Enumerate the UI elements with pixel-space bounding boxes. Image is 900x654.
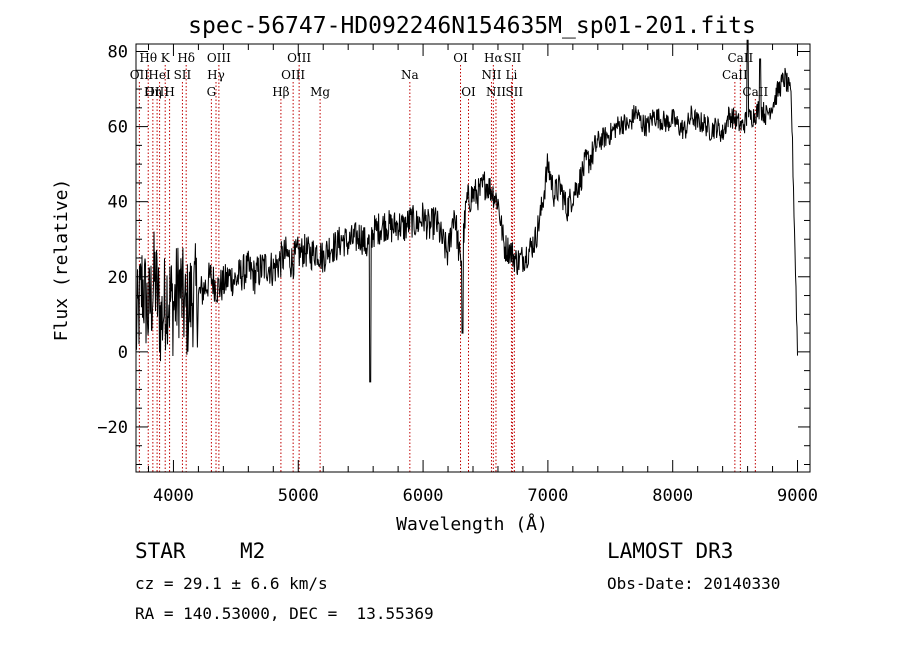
x-axis-label: Wavelength (Å) bbox=[396, 513, 548, 535]
spectral-line-label: SII bbox=[174, 68, 192, 82]
spectral-line-label: CaII bbox=[722, 68, 748, 82]
redshift-text: cz = 29.1 ± 6.6 km/s bbox=[135, 574, 328, 593]
spectral-line-label: K bbox=[161, 51, 171, 65]
x-tick-label: 7000 bbox=[527, 486, 568, 506]
series-layer bbox=[135, 39, 798, 383]
x-tick-label: 5000 bbox=[278, 486, 319, 506]
y-tick-label: 20 bbox=[108, 268, 128, 288]
spectral-line-label: Hθ bbox=[139, 51, 157, 65]
y-tick-label: 0 bbox=[118, 343, 128, 363]
spectral-line-label: SII bbox=[504, 51, 522, 65]
spectral-line-label: H bbox=[164, 85, 174, 99]
spectral-line-label: HeI bbox=[148, 68, 171, 82]
x-tick-label: 4000 bbox=[153, 486, 194, 506]
coordinates-text: RA = 140.53000, DEC = 13.55369 bbox=[135, 604, 434, 623]
y-tick-label: 60 bbox=[108, 118, 128, 138]
x-tick-label: 6000 bbox=[403, 486, 444, 506]
spectral-line-label: CaII bbox=[727, 51, 753, 65]
obs-date-text: Obs-Date: 20140330 bbox=[607, 574, 781, 593]
spectral-line-label: Hδ bbox=[177, 51, 195, 65]
spectral-line-label: OI bbox=[461, 85, 476, 99]
spectral-line-label: Mg bbox=[310, 85, 330, 99]
spectral-line-label: OIII bbox=[145, 85, 169, 99]
spectral-line-label: Hη bbox=[144, 85, 162, 99]
spectral-line-label: G bbox=[207, 85, 217, 99]
spectral-line-label: OIII bbox=[207, 51, 231, 65]
y-tick-label: 80 bbox=[108, 43, 128, 63]
spectral-line-label: NII bbox=[486, 85, 506, 99]
spectral-line-label: Hγ bbox=[207, 68, 225, 82]
y-tick-label: −20 bbox=[97, 418, 128, 438]
x-tick-label: 8000 bbox=[652, 486, 693, 506]
spectral-line-label: Hβ bbox=[272, 85, 289, 99]
spectral-line-label: Li bbox=[506, 68, 518, 82]
chart-title: spec-56747-HD092246N154635M_sp01-201.fit… bbox=[188, 13, 756, 39]
survey-name: LAMOST DR3 bbox=[607, 539, 734, 563]
x-tick-label: 9000 bbox=[777, 486, 818, 506]
spectral-line-label: NII bbox=[481, 68, 501, 82]
spectral-line-label: OI bbox=[453, 51, 468, 65]
spectral-line-label: OII bbox=[130, 68, 150, 82]
spectral-line-label: Hα bbox=[484, 51, 503, 65]
spectral-line-label: Na bbox=[401, 68, 419, 82]
plot-frame bbox=[135, 43, 811, 473]
spectral-line-label: OIII bbox=[281, 68, 305, 82]
spectrum-series-line bbox=[135, 39, 798, 383]
object-class: STAR bbox=[135, 539, 186, 563]
spectral-line-label: OIII bbox=[287, 51, 311, 65]
y-tick-label: 40 bbox=[108, 193, 128, 213]
object-subclass: M2 bbox=[240, 539, 266, 563]
axes-layer: 4000 5000 6000 7000 8000 9000 −20 0 20 40 60 80 bbox=[97, 43, 818, 506]
y-axis-label: Flux (relative) bbox=[51, 179, 72, 342]
spectral-line-label: SII bbox=[505, 85, 523, 99]
